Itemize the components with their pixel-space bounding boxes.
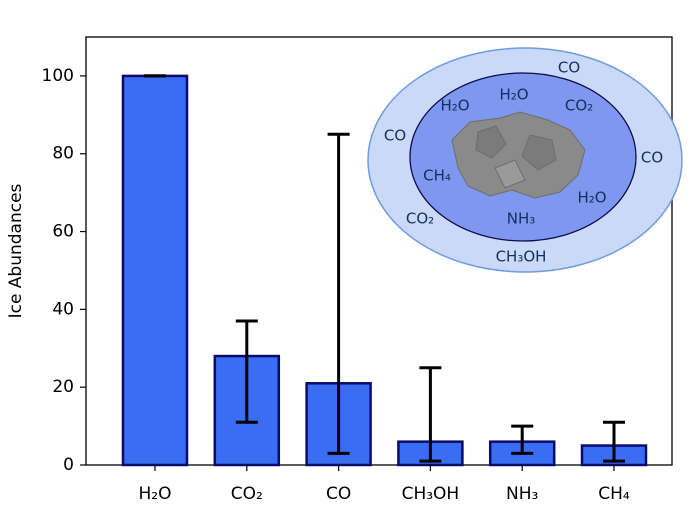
inset-label: H₂O <box>577 189 606 207</box>
y-tick-label: 0 <box>63 455 74 475</box>
y-tick-label: 100 <box>42 66 74 86</box>
x-tick-label: CH₃OH <box>402 484 460 504</box>
inset-label: CO₂ <box>565 97 593 115</box>
x-tick-label: CH₄ <box>598 484 630 504</box>
x-tick-label: CO <box>326 484 351 504</box>
inset-diagram: CO H₂O H₂O CO₂ CO CO CH₄ H₂O CO₂ NH₃ CH₃OH <box>367 47 683 273</box>
y-axis-label: Ice Abundances <box>6 183 26 318</box>
inset-label: H₂O <box>440 97 469 115</box>
y-tick-label: 40 <box>52 299 74 319</box>
y-tick-label: 20 <box>52 377 74 397</box>
dust-grain <box>451 111 586 199</box>
y-tick-label: 80 <box>52 144 74 164</box>
inset-label: NH₃ <box>507 210 536 228</box>
inset-label: CO <box>641 149 663 167</box>
inset-label: CO <box>384 127 406 145</box>
x-tick-label: CO₂ <box>231 484 263 504</box>
y-tick-label: 60 <box>52 222 74 242</box>
bar <box>121 74 189 467</box>
inset-label: H₂O <box>499 86 528 104</box>
inset-label: CH₃OH <box>496 248 547 266</box>
plot-frame <box>85 36 673 466</box>
x-tick-label: NH₃ <box>506 484 538 504</box>
x-tick-label: H₂O <box>139 484 172 504</box>
inset-label: CO <box>558 59 580 77</box>
inset-label: CO₂ <box>406 210 434 228</box>
inset-label: CH₄ <box>423 167 451 185</box>
